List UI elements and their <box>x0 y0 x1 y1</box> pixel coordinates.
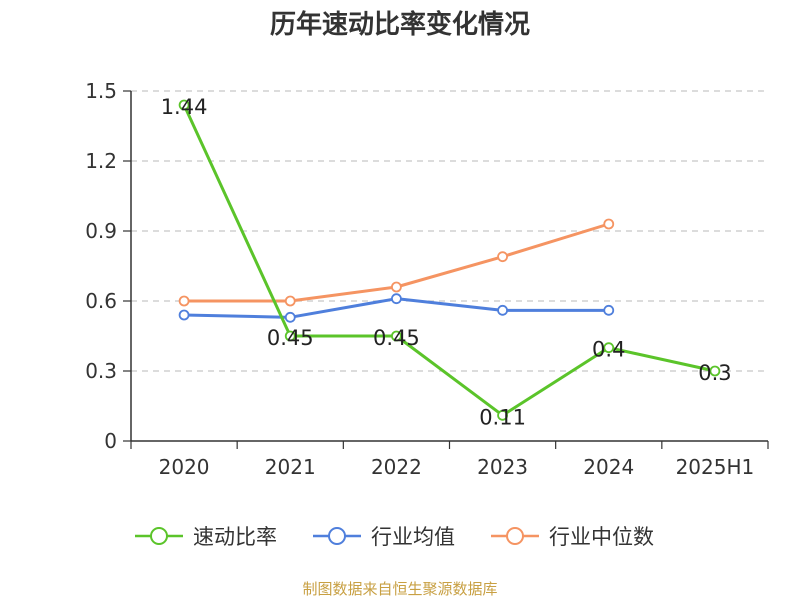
data-point <box>284 295 296 307</box>
data-point <box>709 365 721 377</box>
legend-item-行业均值[interactable]: 行业均值 <box>311 520 455 552</box>
legend-label: 行业中位数 <box>549 525 654 549</box>
data-point <box>178 99 190 111</box>
x-tick-label: 2023 <box>477 455 528 479</box>
legend-line-icon <box>313 527 361 545</box>
y-tick-label: 1.2 <box>85 149 117 173</box>
data-point <box>497 409 508 421</box>
data-point <box>497 251 508 263</box>
series-line-速动比率 <box>182 104 716 417</box>
series-lines <box>178 99 721 421</box>
data-label: 1.44 <box>161 95 208 119</box>
x-tick-label: 2021 <box>265 455 316 479</box>
data-point <box>497 304 508 316</box>
data-point <box>178 295 190 307</box>
data-label: 0.45 <box>373 326 420 350</box>
data-label: 0.4 <box>592 338 625 362</box>
y-tick-label: 0.6 <box>85 289 117 313</box>
axes: 0 0.3 0.6 0.9 1.2 1.5 2020 2021 2022 2023 2024 2025… <box>85 79 769 479</box>
data-point <box>391 281 402 293</box>
data-point <box>603 218 615 230</box>
legend-label: 速动比率 <box>193 525 277 549</box>
legend-label: 行业均值 <box>371 525 455 549</box>
data-label: 0.45 <box>267 326 314 350</box>
x-tick-label: 2022 <box>371 455 422 479</box>
data-point <box>603 342 615 354</box>
data-point <box>284 330 296 342</box>
x-tick-label: 2024 <box>583 455 634 479</box>
data-point <box>284 311 296 323</box>
legend-item-速动比率[interactable]: 速动比率 <box>133 520 277 552</box>
source-note: 制图数据来自恒生聚源数据库 <box>302 580 498 598</box>
legend-line-icon <box>135 527 183 545</box>
y-tick-label: 0.3 <box>85 359 117 383</box>
x-tick-label: 2020 <box>159 455 210 479</box>
data-label: 0.3 <box>698 361 731 385</box>
y-tick-label: 0 <box>104 429 117 453</box>
legend-item-行业中位数[interactable]: 行业中位数 <box>489 520 654 552</box>
chart-title: 历年速动比率变化情况 <box>269 10 530 40</box>
data-point <box>178 309 190 321</box>
x-tick-label: 2025H1 <box>676 455 755 479</box>
data-point <box>391 293 402 305</box>
legend-line-icon <box>491 527 539 545</box>
y-tick-label: 1.5 <box>85 79 117 103</box>
y-tick-label: 0.9 <box>85 219 117 243</box>
data-point <box>391 330 402 342</box>
grid-lines <box>131 90 768 372</box>
data-point <box>603 304 615 316</box>
data-labels: 1.44 0.45 0.45 0.11 0.4 0.3 <box>161 95 732 429</box>
data-label: 0.11 <box>479 405 526 429</box>
